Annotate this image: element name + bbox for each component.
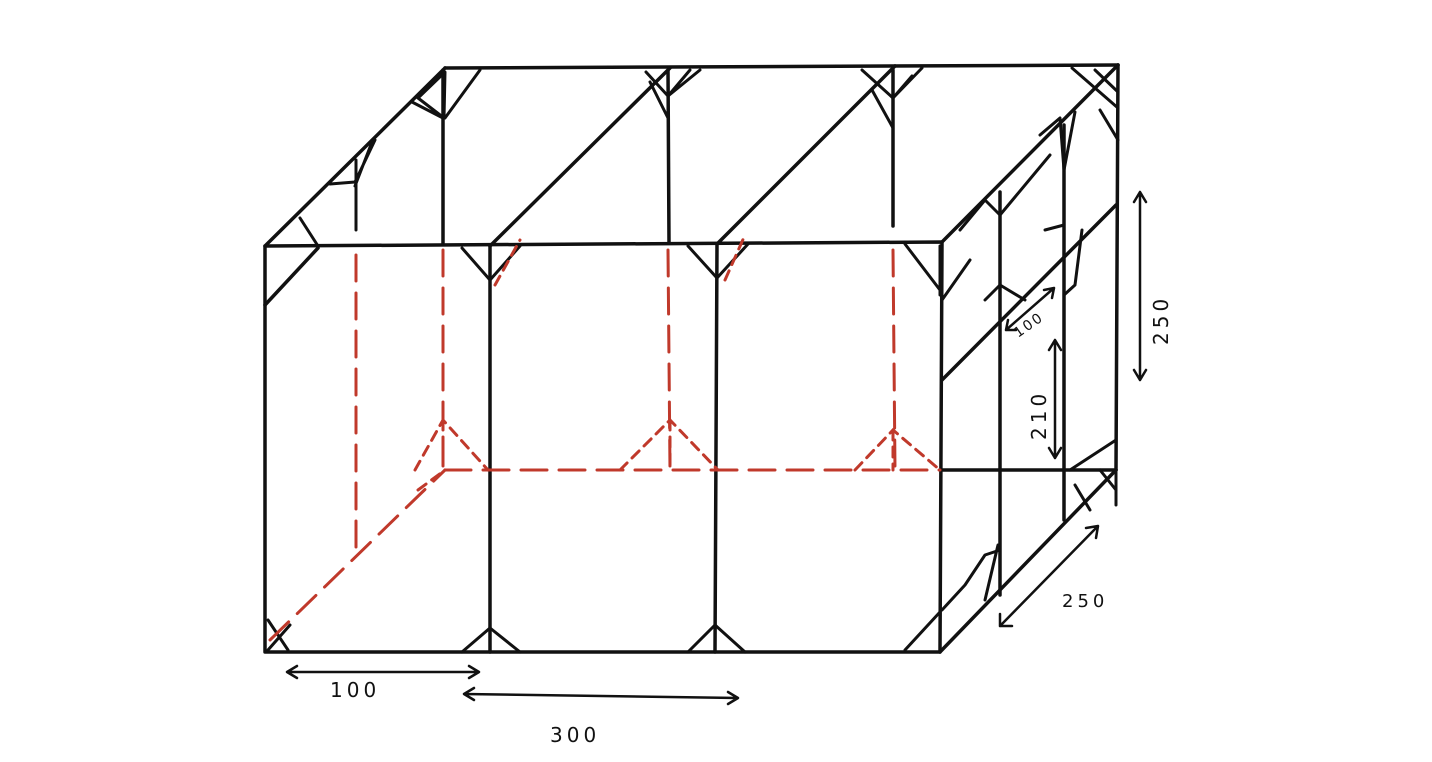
front-gusset-bottom-1 (460, 626, 522, 654)
top-face (263, 63, 1120, 248)
dim-arrow-front-width (462, 686, 740, 706)
label-side-bay-height: 210 (1027, 390, 1051, 440)
dim-arrow-height (1132, 190, 1148, 382)
top-corner-brace-1 (410, 68, 482, 120)
front-outline (263, 240, 944, 654)
top-back-edge (443, 63, 1120, 70)
dim-arrow-front-bay (285, 664, 481, 680)
dim-arrow-side-bay-width (1004, 286, 1056, 332)
dim-arrow-side-bay-height (1047, 338, 1063, 460)
hidden-corner-brace-3 (853, 427, 942, 472)
top-corner-brace-2 (644, 68, 702, 120)
hidden-corner-brace-1 (413, 417, 490, 492)
top-corner-brace-4 (1070, 66, 1120, 142)
side-brace-mid (940, 223, 1084, 302)
hidden-back-post-1 (666, 248, 672, 472)
side-bottom-edge (938, 468, 1118, 654)
label-height: 250 (1149, 295, 1173, 345)
top-left-brace (298, 138, 377, 248)
hidden-top-brace (493, 233, 747, 287)
front-gusset-2 (686, 242, 750, 292)
hidden-edges (268, 233, 942, 642)
top-back-post-2 (666, 68, 671, 244)
top-rafter-1 (488, 66, 672, 248)
top-corner-brace-3 (860, 66, 924, 130)
front-gusset-bottom-2 (686, 623, 747, 654)
front-gusset-bottom-3 (903, 610, 942, 652)
label-side-depth: 250 (1062, 591, 1108, 612)
side-face (938, 63, 1120, 654)
dimension-arrows (285, 190, 1148, 706)
front-gusset-bottom-left (266, 618, 292, 652)
label-side-bay-width: 100 (1011, 309, 1047, 341)
label-front-width: 300 (550, 723, 600, 747)
dim-arrow-side-depth (998, 524, 1100, 628)
front-post-2 (713, 242, 719, 654)
top-left-edge (263, 66, 447, 248)
side-brace-lower (1068, 438, 1118, 512)
top-right-edge (940, 63, 1120, 244)
front-diag-left-top (263, 246, 320, 307)
hidden-corner-brace-2 (618, 417, 720, 472)
front-face (263, 240, 944, 654)
hidden-back-post-2 (891, 248, 897, 472)
top-rafter-2 (715, 64, 897, 246)
side-brace-bottom (940, 543, 1002, 612)
side-back-post (1114, 63, 1120, 472)
side-mid-beam-top (940, 203, 1118, 382)
side-brace-upper (958, 110, 1077, 232)
front-gusset-3 (903, 242, 942, 297)
label-front-bay-width: 100 (330, 678, 380, 702)
front-gusset-1 (460, 244, 522, 296)
hidden-floor-diagonal (268, 468, 447, 642)
